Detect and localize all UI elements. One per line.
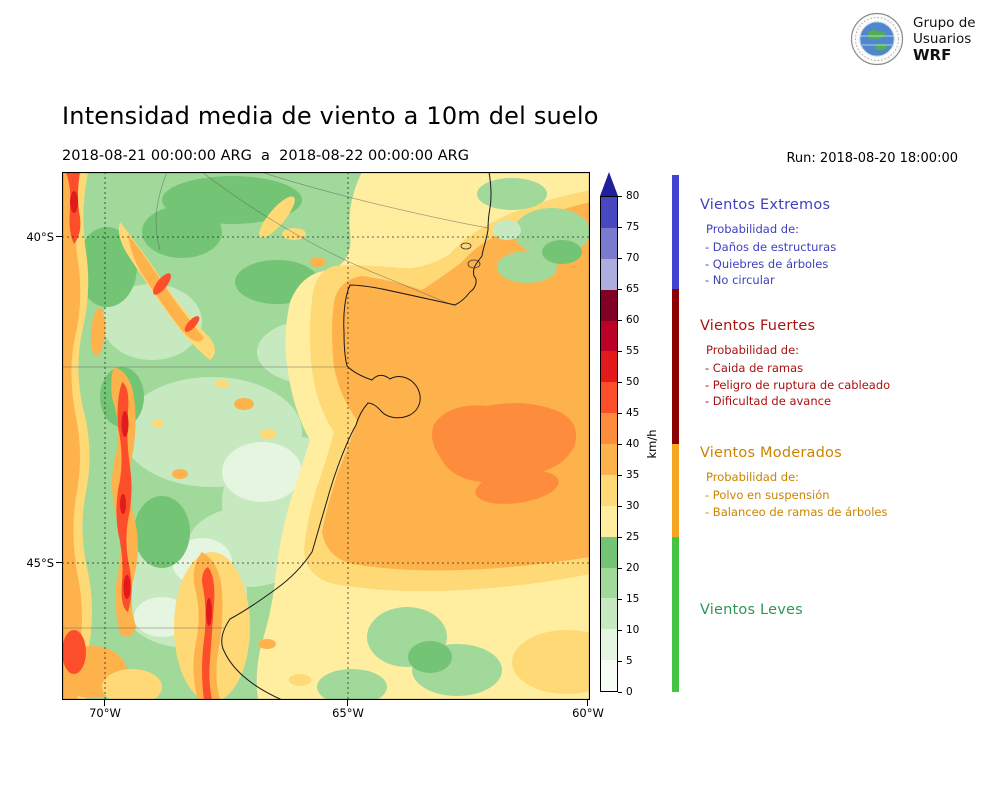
legend-item: - Polvo en suspensión [705, 488, 830, 502]
colorbar-unit-label: km/h [645, 429, 659, 459]
province-borders [62, 172, 489, 629]
colorbar-segments [600, 196, 618, 692]
legend-section-moderados: Vientos Moderados Probabilidad de: - Pol… [700, 445, 970, 520]
logo-org-name: Grupo de Usuarios WRF [913, 15, 976, 63]
x-tick-65w [347, 700, 348, 706]
wind-intensity-map [62, 172, 590, 700]
legend-item: - Quiebres de árboles [705, 256, 829, 271]
legend-item: - Daños de estructuras [705, 240, 837, 254]
logo-line1: Grupo de [913, 15, 976, 31]
colorbar-ticks: 0 5 10 15 20 25 30 35 40 45 50 55 60 65 70 75 80 [618, 0, 674, 800]
x-tick-60w [587, 700, 588, 706]
legend-title-extremos: Vientos Extremos [700, 197, 831, 213]
logo: Grupo de Usuarios WRF [850, 12, 976, 66]
legend-title-leves: Vientos Leves [700, 602, 803, 618]
graticule [62, 172, 590, 700]
x-axis-label-65w: 65°W [332, 706, 364, 720]
x-axis-label-70w: 70°W [89, 706, 121, 720]
y-tick-45s [56, 562, 62, 563]
legend-section-leves: Vientos Leves [700, 602, 970, 618]
legend-probability-label: Probabilidad de: [706, 343, 800, 357]
y-tick-40s [56, 236, 62, 237]
legend-probability-label: Probabilidad de: [706, 470, 800, 484]
logo-line2: Usuarios [913, 31, 972, 47]
legend-title-moderados: Vientos Moderados [700, 445, 842, 461]
legend-item: - Balanceo de ramas de árboles [705, 504, 888, 519]
legend-strip [672, 175, 679, 692]
y-axis-label-45s: 45°S [26, 556, 54, 570]
coastline [221, 172, 492, 700]
legend-item: - Peligro de ruptura de cableado [705, 377, 891, 392]
x-axis-label-60w: 60°W [572, 706, 604, 720]
legend-section-fuertes: Vientos Fuertes Probabilidad de: - Caida… [700, 318, 970, 410]
colorbar-overflow-arrow [600, 172, 618, 196]
run-timestamp: Run: 2018-08-20 18:00:00 [786, 151, 958, 166]
legend-probability-label: Probabilidad de: [706, 222, 800, 236]
y-axis-label-40s: 40°S [26, 230, 54, 244]
legend-title-fuertes: Vientos Fuertes [700, 318, 816, 334]
legend-item: - No circular [705, 273, 775, 287]
globe-logo-icon [850, 12, 904, 66]
logo-line3: WRF [913, 46, 952, 64]
legend-item: - Dificultad de avance [705, 394, 832, 408]
page-title: Intensidad media de viento a 10m del sue… [62, 102, 599, 130]
x-tick-70w [104, 700, 105, 706]
legend-section-extremos: Vientos Extremos Probabilidad de: - Daño… [700, 197, 970, 289]
legend-item: - Caida de ramas [705, 361, 804, 375]
forecast-period: 2018-08-21 00:00:00 ARG a 2018-08-22 00:… [62, 148, 469, 164]
